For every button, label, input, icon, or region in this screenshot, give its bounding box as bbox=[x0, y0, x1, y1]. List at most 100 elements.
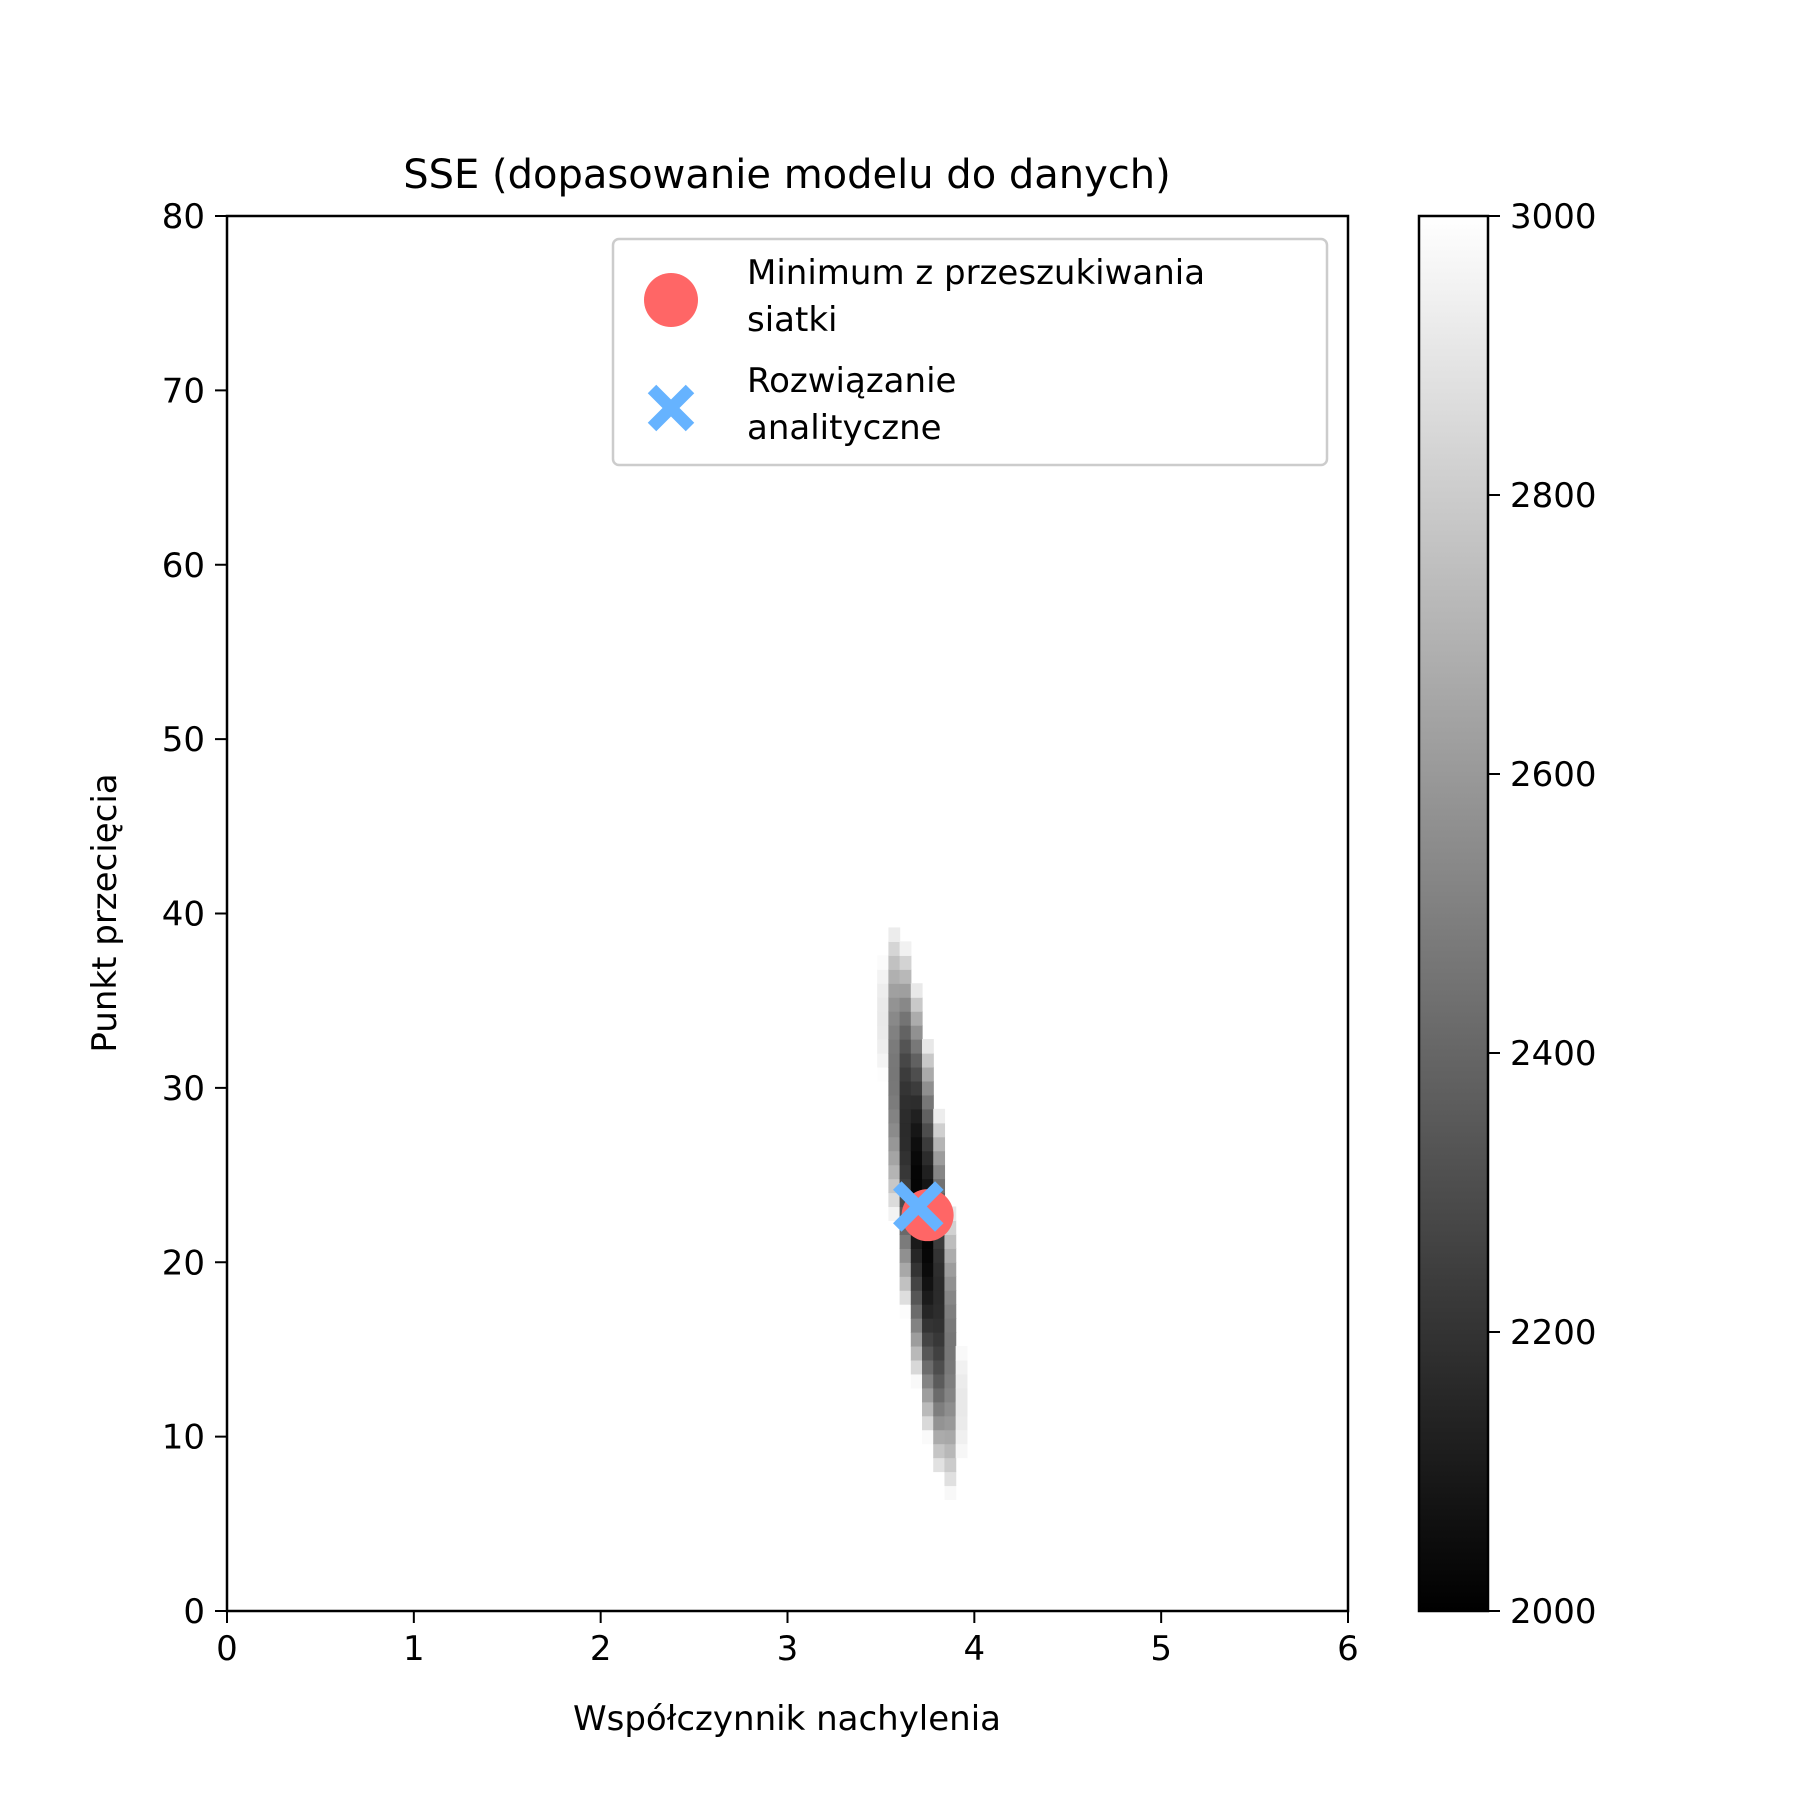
heatmap-cell bbox=[944, 1276, 957, 1291]
heatmap-cell bbox=[888, 1039, 901, 1054]
heatmap-cell bbox=[910, 1248, 923, 1263]
heatmap-cell bbox=[944, 1401, 957, 1417]
heatmap-cell bbox=[899, 1290, 912, 1305]
colorbar bbox=[1417, 214, 1490, 1613]
heatmap-cell bbox=[933, 1150, 946, 1166]
y-tick-label: 30 bbox=[162, 1069, 205, 1109]
heatmap-cell bbox=[922, 1318, 934, 1333]
heatmap-cell bbox=[910, 1011, 923, 1026]
heatmap-cell bbox=[955, 1359, 968, 1375]
colorbar-tick-label: 3000 bbox=[1510, 197, 1597, 237]
heatmap-cell bbox=[899, 969, 912, 984]
heatmap-cell bbox=[944, 1332, 957, 1347]
heatmap-cell bbox=[955, 1443, 968, 1459]
heatmap-cell bbox=[944, 1387, 957, 1403]
heatmap-cell bbox=[877, 969, 889, 984]
y-axis-ticks: 0 10 20 30 40 50 60 70 80 bbox=[162, 197, 227, 1632]
heatmap-cell bbox=[944, 1471, 957, 1487]
legend-entry-1-line-2: siatki bbox=[747, 300, 837, 340]
heatmap-cell bbox=[910, 1094, 923, 1110]
heatmap-cell bbox=[933, 1290, 946, 1305]
colorbar-tick-label: 2200 bbox=[1510, 1313, 1597, 1353]
heatmap-cell bbox=[910, 997, 923, 1012]
heatmap-cell bbox=[955, 1373, 968, 1389]
y-tick-label: 40 bbox=[162, 895, 205, 935]
y-axis-label: Punkt przecięcia bbox=[85, 773, 125, 1052]
heatmap-cell bbox=[933, 1136, 946, 1152]
heatmap-cell bbox=[910, 1053, 923, 1068]
heatmap-cell bbox=[933, 1276, 946, 1291]
heatmap-cell bbox=[933, 1345, 946, 1361]
heatmap-cell bbox=[933, 1415, 946, 1431]
heatmap-cell bbox=[910, 1066, 923, 1082]
heatmap-cell bbox=[933, 1401, 946, 1417]
heatmap-cell bbox=[888, 1080, 901, 1096]
heatmap-cell bbox=[944, 1429, 957, 1445]
heatmap-cell bbox=[910, 1373, 923, 1389]
heatmap-cell bbox=[922, 1066, 934, 1082]
heatmap-cell bbox=[899, 1122, 912, 1138]
legend-x-marker bbox=[647, 384, 695, 432]
heatmap-cell bbox=[922, 1248, 934, 1263]
chart-title: SSE (dopasowanie modelu do danych) bbox=[403, 152, 1171, 198]
heatmap-cell bbox=[933, 1457, 946, 1473]
heatmap-cell bbox=[955, 1415, 968, 1431]
x-tick-label: 2 bbox=[590, 1629, 612, 1669]
heatmap-cell bbox=[910, 1150, 923, 1166]
heatmap-cell bbox=[922, 1401, 934, 1417]
heatmap-cell bbox=[888, 1025, 901, 1040]
heatmap-cell bbox=[899, 983, 912, 998]
heatmap-cell bbox=[899, 1011, 912, 1026]
heatmap-cell bbox=[899, 1108, 912, 1124]
heatmap-cell bbox=[922, 1108, 934, 1124]
heatmap-cell bbox=[910, 1178, 923, 1194]
heatmap-cell bbox=[910, 1359, 923, 1375]
heatmap-cell bbox=[933, 1234, 946, 1249]
heatmap-cell bbox=[922, 1178, 934, 1194]
heatmap-cell bbox=[877, 983, 889, 998]
heatmap-cell bbox=[910, 1276, 923, 1291]
heatmap-cell bbox=[888, 1136, 901, 1152]
heatmap-cell bbox=[933, 1262, 946, 1277]
heatmap-cell bbox=[955, 1401, 968, 1417]
heatmap-cell bbox=[922, 1387, 934, 1403]
heatmap-cell bbox=[877, 1025, 889, 1040]
x-tick-label: 4 bbox=[964, 1629, 986, 1669]
colorbar-ticks: 2000 2200 2400 2600 2800 3000 bbox=[1488, 197, 1597, 1632]
heatmap-cell bbox=[910, 1025, 923, 1040]
heatmap-cell bbox=[922, 1415, 934, 1431]
heatmap-cell bbox=[955, 1429, 968, 1445]
heatmap-cell bbox=[933, 1248, 946, 1263]
heatmap-cell bbox=[888, 1150, 901, 1166]
heatmap-cell bbox=[933, 1164, 946, 1180]
heatmap-cell bbox=[922, 1094, 934, 1110]
heatmap-cell bbox=[888, 1108, 901, 1124]
analytic-solution-marker bbox=[893, 1181, 944, 1232]
heatmap-cell bbox=[922, 1039, 934, 1054]
x-tick-label: 5 bbox=[1150, 1629, 1172, 1669]
heatmap-cell bbox=[877, 1066, 889, 1082]
heatmap-cell bbox=[944, 1457, 957, 1473]
heatmap-cell bbox=[899, 1262, 912, 1277]
solution-markers bbox=[893, 1181, 954, 1242]
heatmap-cell bbox=[922, 1332, 934, 1347]
heatmap-cell bbox=[888, 1066, 901, 1082]
heatmap-cell bbox=[944, 1318, 957, 1333]
heatmap-cell bbox=[922, 1373, 934, 1389]
heatmap-cell bbox=[888, 927, 901, 942]
x-tick-label: 3 bbox=[777, 1629, 799, 1669]
heatmap-cell bbox=[933, 1122, 946, 1138]
heatmap-cell bbox=[944, 1373, 957, 1389]
heatmap-cell bbox=[899, 997, 912, 1012]
legend-box bbox=[611, 237, 1329, 467]
heatmap-cell bbox=[933, 1429, 946, 1445]
heatmap-cell bbox=[944, 1345, 957, 1361]
legend-entry-1-line-1: Minimum z przeszukiwania bbox=[747, 253, 1205, 293]
legend-entry-2-line-2: analityczne bbox=[747, 408, 942, 448]
heatmap-cell bbox=[888, 997, 901, 1012]
heatmap-cell bbox=[899, 1025, 912, 1040]
heatmap-cell bbox=[888, 1206, 901, 1221]
heatmap-cell bbox=[933, 1359, 946, 1375]
x-tick-label: 1 bbox=[403, 1629, 425, 1669]
